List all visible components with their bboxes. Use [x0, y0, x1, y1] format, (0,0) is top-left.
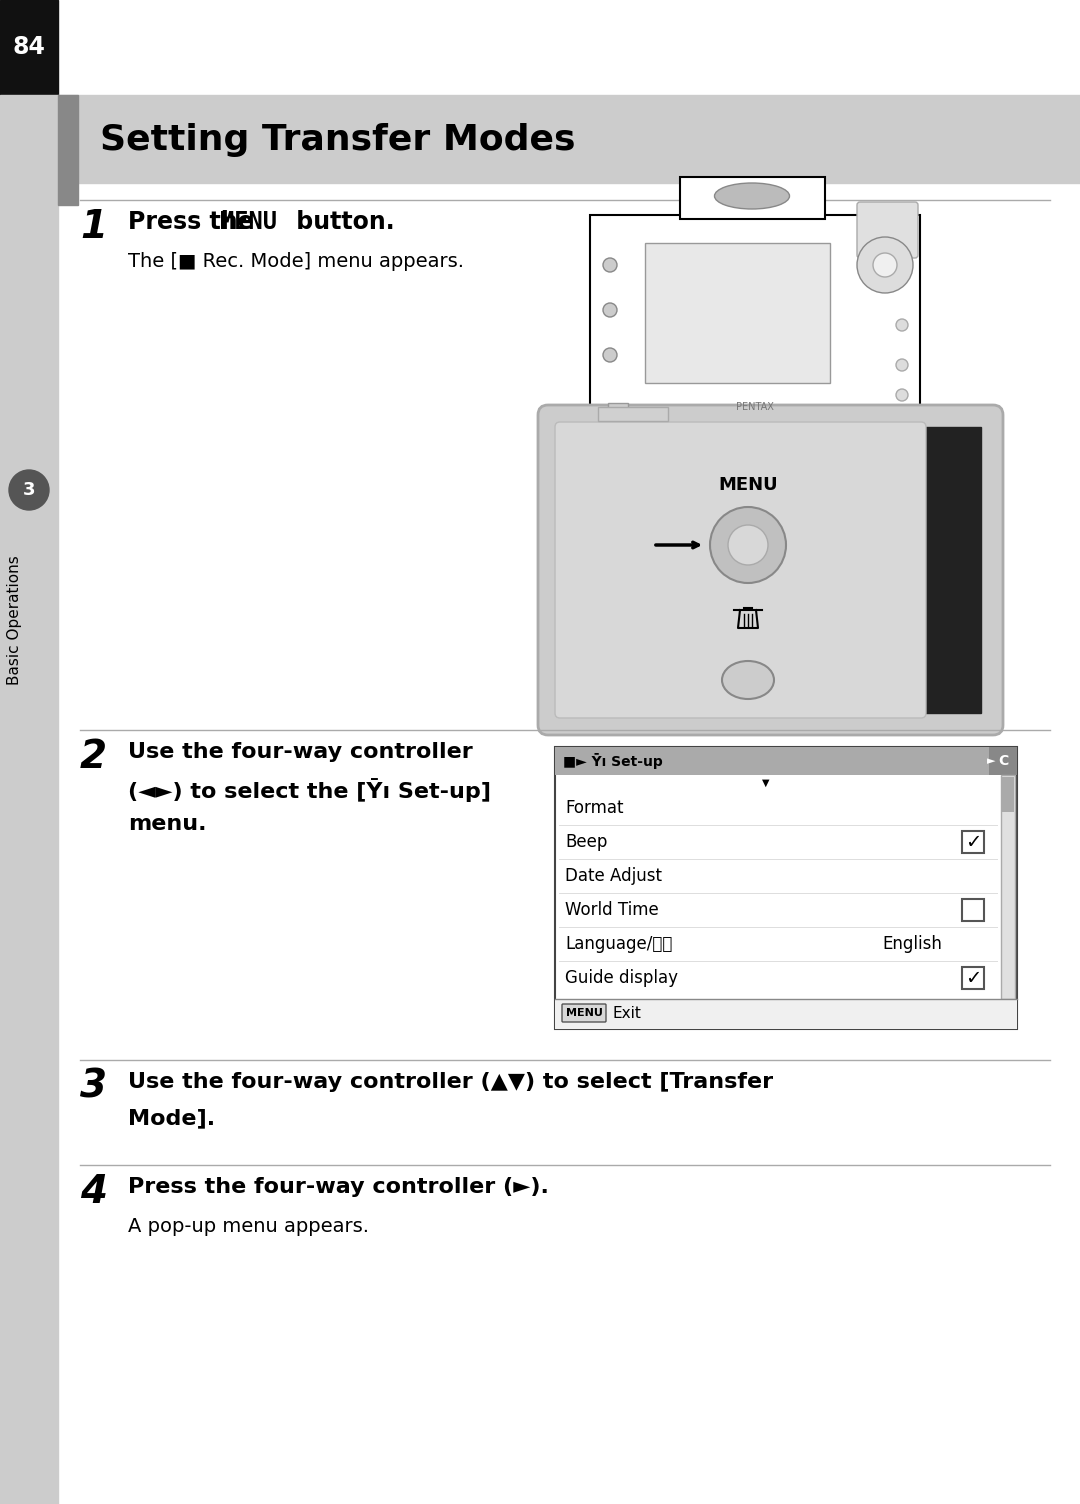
- Text: ■► Ȳı Set-up: ■► Ȳı Set-up: [563, 754, 663, 769]
- Bar: [555, 999, 1017, 1029]
- Bar: [1002, 778, 1014, 812]
- Text: MENU: MENU: [220, 211, 276, 235]
- Text: Date Adjust: Date Adjust: [565, 866, 662, 884]
- Text: menu.: menu.: [129, 814, 206, 835]
- Text: 3: 3: [80, 1068, 107, 1105]
- Text: button.: button.: [288, 211, 394, 235]
- Bar: [1001, 775, 1015, 999]
- Circle shape: [858, 238, 913, 293]
- Bar: [962, 832, 984, 853]
- Text: 2: 2: [80, 738, 107, 776]
- Text: ✓: ✓: [964, 833, 982, 851]
- Bar: [598, 408, 669, 421]
- Circle shape: [603, 259, 617, 272]
- Text: Use the four-way controller (▲▼) to select [Transfer: Use the four-way controller (▲▼) to sele…: [129, 1072, 773, 1092]
- Text: Guide display: Guide display: [565, 969, 678, 987]
- Text: Press the four-way controller (►).: Press the four-way controller (►).: [129, 1178, 549, 1197]
- Text: PENTAX: PENTAX: [737, 402, 774, 412]
- Circle shape: [896, 359, 908, 371]
- Text: C: C: [998, 754, 1008, 769]
- Bar: [58, 95, 1080, 183]
- Text: (◄►) to select the [Ȳı Set-up]: (◄►) to select the [Ȳı Set-up]: [129, 778, 491, 802]
- Text: ►: ►: [987, 757, 996, 766]
- Text: A pop-up menu appears.: A pop-up menu appears.: [129, 1217, 369, 1236]
- Bar: [924, 427, 981, 713]
- Circle shape: [873, 253, 897, 277]
- Bar: [555, 747, 1017, 1029]
- Circle shape: [603, 302, 617, 317]
- Bar: [608, 403, 627, 418]
- Text: ✓: ✓: [964, 969, 982, 988]
- Circle shape: [710, 507, 786, 584]
- Text: Beep: Beep: [565, 833, 607, 851]
- Bar: [58, 95, 78, 205]
- Circle shape: [9, 469, 49, 510]
- Text: Format: Format: [565, 799, 623, 817]
- Ellipse shape: [715, 183, 789, 209]
- Bar: [0, 0, 58, 95]
- Circle shape: [603, 347, 617, 362]
- Text: Setting Transfer Modes: Setting Transfer Modes: [100, 123, 576, 156]
- Text: Press the: Press the: [129, 211, 261, 235]
- Text: Basic Operations: Basic Operations: [8, 555, 23, 684]
- Circle shape: [896, 319, 908, 331]
- Bar: [989, 747, 1017, 775]
- Text: World Time: World Time: [565, 901, 659, 919]
- Text: ▼: ▼: [762, 778, 770, 788]
- Text: English: English: [882, 935, 942, 954]
- FancyBboxPatch shape: [538, 405, 1003, 735]
- Circle shape: [728, 525, 768, 566]
- Text: MENU: MENU: [566, 1008, 603, 1018]
- Bar: [555, 747, 1017, 775]
- Bar: [0, 95, 58, 1504]
- FancyBboxPatch shape: [555, 423, 926, 717]
- Text: Mode].: Mode].: [129, 1108, 215, 1128]
- Text: Use the four-way controller: Use the four-way controller: [129, 741, 473, 763]
- Text: Exit: Exit: [612, 1006, 640, 1021]
- Text: MENU: MENU: [718, 475, 778, 493]
- Text: 4: 4: [80, 1173, 107, 1211]
- Circle shape: [896, 390, 908, 402]
- Bar: [680, 177, 825, 220]
- Text: 3: 3: [23, 481, 36, 499]
- Ellipse shape: [723, 660, 774, 699]
- FancyBboxPatch shape: [562, 1005, 606, 1023]
- FancyBboxPatch shape: [858, 202, 918, 259]
- Bar: [590, 215, 920, 426]
- Bar: [962, 899, 984, 920]
- Bar: [962, 967, 984, 990]
- Text: The [■ Rec. Mode] menu appears.: The [■ Rec. Mode] menu appears.: [129, 253, 464, 271]
- Bar: [645, 244, 831, 384]
- Text: 84: 84: [13, 35, 45, 59]
- Text: 1: 1: [80, 208, 107, 247]
- Text: Language/言語: Language/言語: [565, 935, 673, 954]
